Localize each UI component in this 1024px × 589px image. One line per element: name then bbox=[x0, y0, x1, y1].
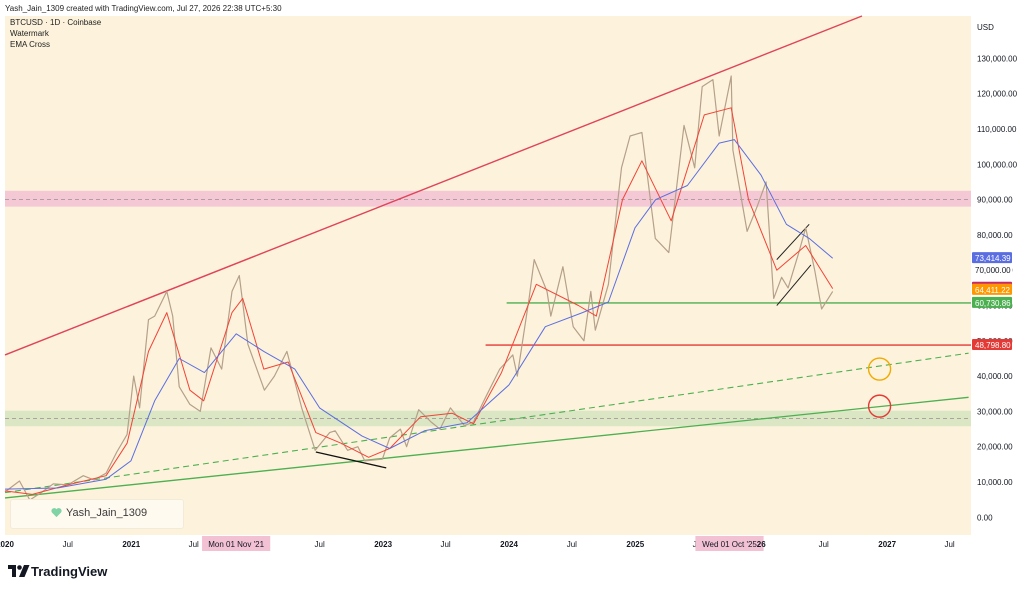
x-tick-label: Jul bbox=[440, 540, 450, 549]
resistance_zone bbox=[5, 190, 971, 207]
symbol-legend[interactable]: BTCUSD · 1D · Coinbase bbox=[10, 18, 102, 27]
x-tick-label: 2021 bbox=[122, 540, 140, 549]
watermark-box: Yash_Jain_1309 bbox=[10, 499, 184, 529]
y-tick-label: 40,000.00 bbox=[977, 372, 1013, 381]
creator-caption: Yash_Jain_1309 created with TradingView.… bbox=[5, 4, 282, 13]
x-tick-label: Jul bbox=[63, 540, 73, 549]
x-tick-label: Jul bbox=[189, 540, 199, 549]
y-tick-label: 120,000.00 bbox=[977, 90, 1018, 99]
x-tick-label: 2023 bbox=[374, 540, 392, 549]
green_trend-trendline bbox=[4, 396, 969, 499]
price-label: 48,798.80 bbox=[975, 341, 1011, 350]
indicator-watermark-label[interactable]: Watermark bbox=[10, 29, 49, 38]
red_circle-marker bbox=[867, 394, 892, 418]
channel_bottom-trendline bbox=[776, 264, 812, 306]
x-tick-label: Jul bbox=[944, 540, 954, 549]
tradingview-wordmark: TradingView bbox=[31, 564, 108, 579]
chart-background bbox=[5, 16, 971, 535]
crosshair-date-badge bbox=[202, 536, 271, 551]
crosshair-date-badge bbox=[695, 536, 764, 551]
x-tick-label: 2020 bbox=[0, 540, 14, 549]
y-tick-label: 20,000.00 bbox=[977, 443, 1013, 452]
x-tick-label: Jul bbox=[567, 540, 577, 549]
y-tick-label: 10,000.00 bbox=[977, 478, 1013, 487]
currency-label: USD bbox=[977, 23, 994, 32]
price-label-bg bbox=[972, 339, 1012, 351]
x-tick-label: Wed 01 Oct '25 bbox=[702, 540, 757, 549]
price-label: 64,411.22 bbox=[975, 286, 1011, 295]
price-label-bg bbox=[972, 252, 1012, 264]
y-tick-label: 100,000.00 bbox=[977, 160, 1018, 169]
y-tick-label: 0.00 bbox=[977, 513, 993, 522]
indicator-ema-cross-label[interactable]: EMA Cross bbox=[10, 40, 51, 49]
yellow_circle-marker bbox=[867, 357, 892, 381]
price-label-bg bbox=[972, 296, 1012, 308]
price-label: 70,000.00 bbox=[975, 266, 1011, 275]
green_dashed-trendline bbox=[4, 352, 969, 494]
price-label-bg bbox=[972, 283, 1012, 295]
x-tick-label: 2027 bbox=[878, 540, 896, 549]
price-label: 60,730.86 bbox=[975, 299, 1011, 308]
x-tick-label: Jul bbox=[315, 540, 325, 549]
channel_top-trendline bbox=[776, 223, 810, 260]
price-axis-background bbox=[971, 16, 1024, 535]
x-tick-label: 26 bbox=[757, 540, 766, 549]
y-tick-label: 90,000.00 bbox=[977, 196, 1013, 205]
watermark-text: Yash_Jain_1309 bbox=[66, 507, 148, 519]
red_trend-trendline bbox=[4, 15, 863, 356]
x-tick-label: 2024 bbox=[500, 540, 518, 549]
x-tick-label: Mon 01 Nov '21 bbox=[208, 540, 264, 549]
tradingview-logo-icon bbox=[8, 565, 30, 577]
price-label-bg bbox=[972, 264, 1012, 276]
y-tick-label: 30,000.00 bbox=[977, 407, 1013, 416]
y-tick-label: 80,000.00 bbox=[977, 231, 1013, 240]
x-tick-label: 2025 bbox=[626, 540, 644, 549]
x-tick-label: Jul bbox=[819, 540, 829, 549]
price-label: 73,414.39 bbox=[975, 254, 1011, 263]
ema_slow-series-line bbox=[4, 139, 834, 490]
y-tick-label: 110,000.00 bbox=[977, 125, 1017, 134]
y-tick-label: 130,000.00 bbox=[977, 54, 1018, 63]
bear_low_line-trendline bbox=[315, 451, 387, 469]
green-heart-icon bbox=[51, 508, 62, 518]
price-series-line bbox=[4, 75, 834, 501]
